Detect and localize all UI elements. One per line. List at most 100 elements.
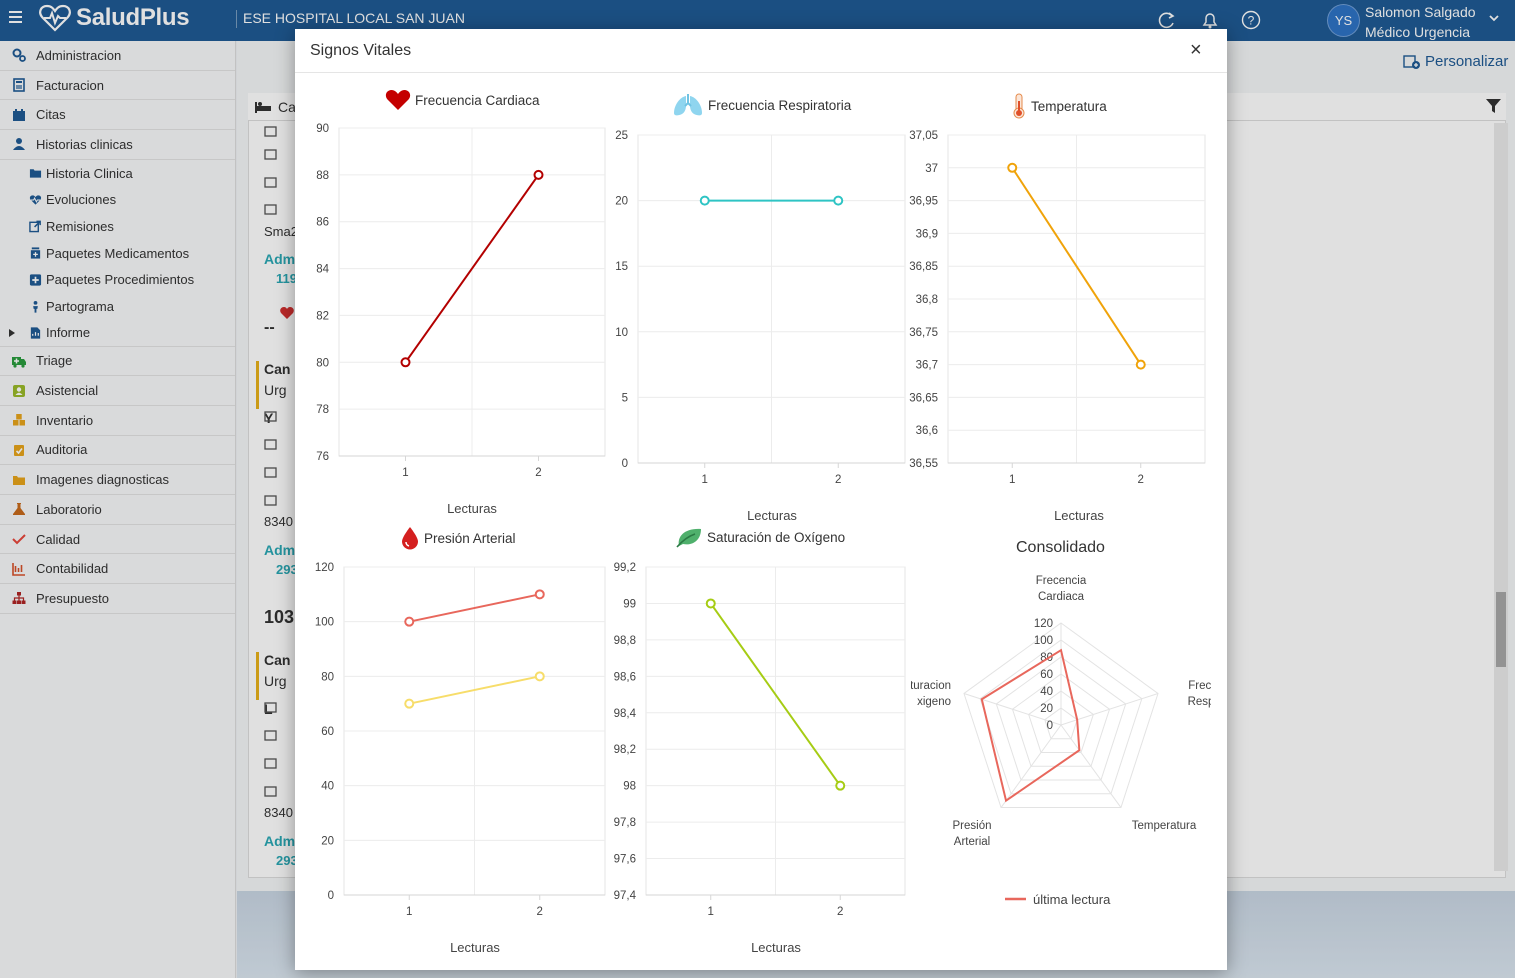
sidebar-item-calidad[interactable]: Calidad <box>0 525 235 555</box>
user-role: Médico Urgencia <box>1365 24 1471 40</box>
scrollbar-thumb[interactable] <box>1496 592 1506 667</box>
sidebar-item-administracion[interactable]: Administracion <box>0 41 235 71</box>
x-axis-label: Lecturas <box>450 940 500 955</box>
user-badge-icon <box>13 384 25 397</box>
sidebar-item-historia-clinica[interactable]: Historia Clinica <box>0 160 235 187</box>
menu-toggle-icon[interactable] <box>9 11 22 23</box>
data-point[interactable] <box>404 698 415 709</box>
data-point[interactable] <box>1007 162 1018 173</box>
sidebar-icon-wrap <box>29 300 42 313</box>
sidebar-item-label: Partograma <box>46 299 114 315</box>
sidebar-icon-wrap <box>11 561 27 577</box>
data-point[interactable] <box>534 589 545 600</box>
sidebar-item-triage[interactable]: Triage <box>0 347 235 377</box>
chart-icon <box>12 562 25 576</box>
filter-icon[interactable] <box>1486 99 1501 113</box>
chart-title-text: Consolidado <box>1016 539 1105 556</box>
plot-area <box>637 134 906 464</box>
radar-axis-label: Arterial <box>954 836 990 848</box>
sidebar-item-partograma[interactable]: Partograma <box>0 293 235 320</box>
sync-icon[interactable] <box>1157 10 1177 30</box>
radar-ring <box>995 656 1127 781</box>
sidebar-item-laboratorio[interactable]: Laboratorio <box>0 495 235 525</box>
y-tick-label: 5 <box>622 392 628 404</box>
data-point[interactable] <box>1135 359 1146 370</box>
sidebar-item-presupuesto[interactable]: Presupuesto <box>0 584 235 614</box>
row-icon <box>264 786 277 797</box>
y-tick-label: 60 <box>321 726 334 738</box>
ambulance-icon <box>12 356 26 368</box>
sidebar-item-auditoria[interactable]: Auditoria <box>0 436 235 466</box>
sidebar-item-evoluciones[interactable]: Evoluciones <box>0 186 235 213</box>
sidebar-item-remisiones[interactable]: Remisiones <box>0 213 235 240</box>
y-tick-label: 25 <box>615 130 628 142</box>
data-point[interactable] <box>533 169 544 180</box>
sidebar-icon-wrap <box>11 472 27 488</box>
radar-axis-label: xigeno <box>917 696 951 708</box>
sidebar-item-label: Remisiones <box>46 218 114 234</box>
series-line <box>1011 167 1142 366</box>
tab-label[interactable]: Ca <box>278 99 296 115</box>
background-cell: Y <box>264 410 274 426</box>
sidebar-item-label: Paquetes Medicamentos <box>46 245 190 261</box>
radar-axis-label: Respirat <box>1188 696 1232 708</box>
data-point[interactable] <box>534 671 545 682</box>
chart-title: Frecuencia Cardiaca <box>385 89 540 111</box>
row-icon <box>264 126 277 137</box>
radar-spoke <box>1000 724 1062 808</box>
chevron-down-icon[interactable] <box>1488 12 1500 24</box>
bell-icon[interactable] <box>1200 10 1220 30</box>
y-tick-label: 86 <box>316 217 329 229</box>
user-info[interactable]: Salomon Salgado Médico Urgencia <box>1365 2 1476 42</box>
sidebar-icon-wrap <box>11 590 27 606</box>
y-tick-label: 98,2 <box>614 744 636 756</box>
sidebar-item-paquetes-medicamentos[interactable]: Paquetes Medicamentos <box>0 240 235 267</box>
help-icon[interactable]: ? <box>1241 10 1261 30</box>
chart-svg: 25 20 15 10 5 0 1 2 Lecturas <box>615 130 906 523</box>
data-point[interactable] <box>699 195 710 206</box>
medical-plus-icon <box>29 274 42 286</box>
caret-right-icon[interactable] <box>9 328 15 337</box>
sidebar-item-citas[interactable]: Citas <box>0 100 235 131</box>
sidebar-item-informe[interactable]: Informe <box>0 320 235 347</box>
data-point[interactable] <box>833 195 844 206</box>
sidebar-item-label: Auditoria <box>36 442 88 458</box>
radar-tick-label: 0 <box>1047 720 1053 732</box>
card-accent <box>256 361 259 409</box>
sidebar-item-facturacion[interactable]: Facturacion <box>0 71 235 101</box>
sidebar-item-label: Calidad <box>36 531 81 547</box>
y-tick-label: 82 <box>316 310 329 322</box>
user-group-icon <box>13 138 25 151</box>
x-tick-label: 1 <box>1009 474 1015 486</box>
app-logo[interactable]: SaludPlus <box>38 3 190 33</box>
sidebar-item-label: Triage <box>36 353 73 369</box>
check-icon <box>12 534 26 545</box>
leaf-icon <box>676 528 701 548</box>
background-cell: Admi <box>264 833 299 849</box>
y-tick-label: 99 <box>623 598 636 610</box>
background-cell: 103 <box>264 607 295 627</box>
legend-label[interactable]: última lectura <box>1033 892 1111 907</box>
background-cell: Urg <box>264 673 287 689</box>
x-axis-label: Lecturas <box>751 940 801 955</box>
chart-title-icon-wrap <box>675 526 703 548</box>
data-point[interactable] <box>835 780 846 791</box>
sidebar-icon-wrap <box>29 167 42 180</box>
data-point[interactable] <box>400 357 411 368</box>
data-point[interactable] <box>705 598 716 609</box>
sidebar-item-paquetes-procedimientos[interactable]: Paquetes Procedimientos <box>0 267 235 294</box>
sidebar-item-asistencial[interactable]: Asistencial <box>0 376 235 406</box>
avatar[interactable]: YS <box>1327 4 1360 37</box>
sidebar-item-label: Informe <box>46 325 91 341</box>
sidebar-item-inventario[interactable]: Inventario <box>0 406 235 436</box>
sidebar-item-historias-clinicas[interactable]: Historias clinicas <box>0 130 235 160</box>
series-line <box>404 174 540 363</box>
sidebar-item-contabilidad[interactable]: Contabilidad <box>0 554 235 585</box>
close-button[interactable]: × <box>1190 39 1202 61</box>
x-tick-label: 2 <box>537 906 543 918</box>
heartbeat-icon <box>29 195 42 205</box>
sidebar-item-imagenes-diagnosticas[interactable]: Imagenes diagnosticas <box>0 465 235 495</box>
personalizar-button[interactable]: Personalizar <box>1403 53 1508 70</box>
scrollbar[interactable] <box>1494 123 1508 871</box>
data-point[interactable] <box>404 616 415 627</box>
